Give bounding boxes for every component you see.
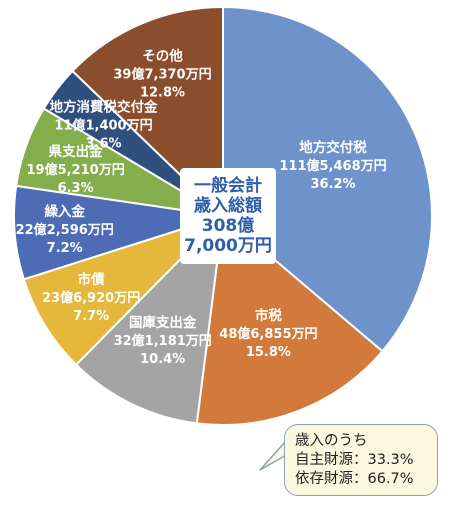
slice-name-label: その他 (142, 48, 183, 65)
note-title: 歳入のうち (295, 433, 368, 449)
slice-amount-label: 39億7,370万円 (113, 67, 211, 83)
slice-percent-label: 12.8% (140, 86, 185, 101)
slice-name-label: 地方交付税 (299, 139, 367, 156)
slice-amount-label: 22億2,596万円 (16, 222, 114, 238)
center-line-4: 7,000万円 (184, 236, 272, 256)
note-own-revenue: 自主財源：33.3% (295, 452, 414, 468)
slice-name-label: 地方消費税交付金 (50, 99, 158, 116)
slice-name-label: 市税 (255, 307, 282, 324)
pie-slice (74, 213, 225, 425)
slice-name-label: 市債 (78, 271, 105, 288)
slice-name-label: 繰入金 (44, 203, 85, 220)
pie-center-label: 一般会計 歳入総額 308億 7,000万円 (180, 168, 276, 264)
pie-slice (195, 214, 384, 426)
note-dependent-revenue: 依存財源：66.7% (295, 471, 414, 487)
slice-amount-label: 32億1,181万円 (114, 333, 212, 349)
center-line-3: 308億 (201, 216, 255, 236)
slice-name-label: 県支出金 (49, 143, 103, 160)
slice-percent-label: 36.2% (310, 177, 355, 192)
revenue-breakdown-note: 歳入のうち 自主財源：33.3% 依存財源：66.7% (284, 424, 438, 496)
center-line-1: 一般会計 (194, 176, 262, 196)
slice-amount-label: 111億5,468万円 (279, 158, 386, 174)
pie-slice (222, 5, 433, 353)
pie-slice (71, 5, 224, 219)
slice-amount-label: 23億6,920万円 (42, 290, 140, 306)
slice-percent-label: 3.6% (85, 137, 121, 152)
slice-amount-label: 11億1,400万円 (54, 118, 152, 134)
slice-name-label: 国庫支出金 (129, 314, 197, 331)
slice-amount-label: 19億5,210万円 (26, 162, 124, 178)
slice-percent-label: 15.8% (246, 345, 291, 360)
slice-percent-label: 10.4% (140, 352, 185, 367)
slice-percent-label: 7.7% (73, 309, 109, 324)
pie-slice (22, 215, 224, 367)
slice-percent-label: 6.3% (58, 181, 94, 196)
slice-amount-label: 48億6,855万円 (219, 326, 317, 342)
callout-tail (259, 441, 289, 471)
center-line-2: 歳入総額 (194, 196, 262, 216)
slice-percent-label: 7.2% (47, 241, 83, 256)
